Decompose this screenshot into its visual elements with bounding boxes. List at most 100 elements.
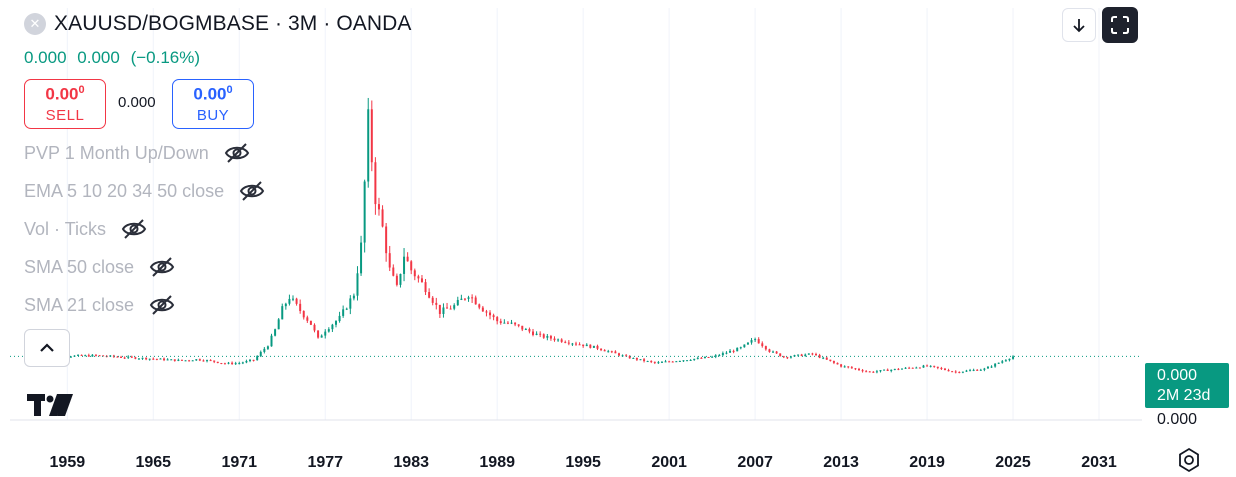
candle-body	[646, 361, 649, 363]
candle-body	[693, 358, 696, 360]
indicator-sma21[interactable]: SMA 21 close	[24, 293, 176, 317]
candle-body	[682, 360, 685, 362]
gear-icon[interactable]	[1176, 447, 1202, 473]
sell-price-sup: 0	[78, 84, 85, 96]
candle-body	[270, 335, 273, 347]
candle-body	[234, 363, 237, 365]
candle-body	[524, 329, 527, 331]
indicator-sma50[interactable]: SMA 50 close	[24, 255, 176, 279]
candle-body	[696, 357, 699, 359]
eye-off-icon[interactable]	[148, 255, 176, 279]
eye-off-icon[interactable]	[223, 141, 251, 165]
candle-body	[395, 275, 398, 285]
last-price-tag: 0.000 2M 23d	[1145, 363, 1229, 408]
candle-body	[911, 367, 914, 369]
candle-body	[879, 370, 882, 372]
candle-body	[288, 298, 291, 304]
candle-body	[392, 267, 395, 276]
collapse-legend-button[interactable]	[24, 329, 70, 367]
candle-body	[137, 358, 140, 360]
candle-body	[352, 295, 355, 299]
spread-value: 0.000	[118, 94, 156, 111]
time-axis: 1959 1965 1971 1977 1983 1989 1995 2001 2007 2013…	[50, 454, 1117, 471]
candle-body	[431, 297, 434, 303]
eye-off-icon[interactable]	[148, 293, 176, 317]
candle-body	[800, 354, 803, 357]
candle-body	[836, 362, 839, 365]
candle-body	[686, 360, 689, 362]
candle-body	[252, 359, 255, 361]
candle-body	[256, 356, 259, 361]
candle-body	[263, 348, 266, 352]
candle-body	[249, 359, 252, 361]
candle-body	[639, 359, 642, 361]
candle-body	[585, 344, 588, 347]
candle-body	[206, 360, 209, 362]
candle-body	[191, 360, 194, 362]
candle-body	[514, 322, 517, 325]
candle-body	[324, 331, 327, 336]
candle-body	[188, 360, 191, 362]
candle-body	[847, 366, 850, 368]
candle-body	[302, 311, 305, 318]
candle-body	[1012, 356, 1015, 359]
candle-body	[134, 357, 137, 359]
candle-body	[446, 307, 449, 309]
candle-body	[854, 368, 857, 370]
tradingview-logo[interactable]	[27, 394, 73, 418]
candle-body	[528, 329, 531, 332]
candle-body	[850, 367, 853, 369]
candle-body	[764, 346, 767, 350]
candle-body	[865, 371, 868, 373]
candle-body	[746, 342, 749, 345]
candle-body	[198, 359, 201, 361]
candle-body	[936, 366, 939, 368]
candle-body	[410, 261, 413, 271]
indicator-volume[interactable]: Vol · Ticks	[24, 217, 148, 241]
buy-button[interactable]: 0.000 BUY	[172, 79, 254, 129]
candle-body	[152, 358, 155, 360]
buy-label: BUY	[196, 106, 230, 124]
candle-body	[313, 324, 316, 331]
fullscreen-button[interactable]	[1102, 7, 1138, 43]
candle-body	[729, 350, 732, 353]
x-tick-label: 2007	[737, 454, 773, 471]
candle-body	[320, 335, 323, 338]
candle-body	[471, 297, 474, 299]
candle-body	[861, 370, 864, 372]
candle-body	[327, 329, 330, 332]
candle-body	[926, 365, 929, 367]
candle-body	[940, 367, 943, 369]
download-button[interactable]	[1062, 8, 1096, 42]
bar-countdown: 2M 23d	[1157, 387, 1211, 404]
symbol-title[interactable]: XAUUSD/BOGMBASE · 3M · OANDA	[54, 12, 412, 35]
candle-body	[825, 357, 828, 360]
candle-body	[754, 339, 757, 341]
indicator-pvp[interactable]: PVP 1 Month Up/Down	[24, 141, 251, 165]
candle-body	[947, 370, 950, 372]
candle-body	[496, 317, 499, 322]
x-tick-label: 1983	[393, 454, 429, 471]
candle-body	[163, 358, 166, 361]
candle-body	[116, 356, 119, 358]
x-tick-label: 1977	[307, 454, 343, 471]
candle-body	[635, 357, 638, 360]
sell-button[interactable]: 0.000 SELL	[24, 79, 106, 129]
candle-body	[965, 370, 968, 372]
buy-price: 0.00	[193, 84, 227, 104]
candle-body	[596, 345, 599, 349]
candle-body	[668, 361, 671, 363]
indicator-ema[interactable]: EMA 5 10 20 34 50 close	[24, 179, 266, 203]
eye-off-icon[interactable]	[120, 217, 148, 241]
candle-body	[743, 344, 746, 348]
candle-body	[918, 367, 921, 369]
candle-body	[972, 369, 975, 371]
eye-off-icon[interactable]	[238, 179, 266, 203]
indicator-label: PVP 1 Month Up/Down	[24, 142, 209, 163]
candle-body	[213, 360, 216, 362]
candle-body	[582, 344, 585, 347]
candle-body	[983, 368, 986, 370]
candle-body	[130, 356, 133, 358]
candle-body	[345, 308, 348, 310]
